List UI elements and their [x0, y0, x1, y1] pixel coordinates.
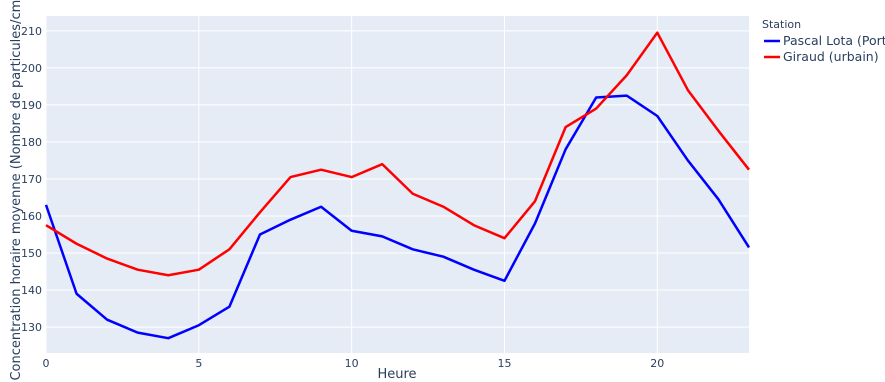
y-axis-ticks: 130 140 150 160 170 180 190 200 210	[21, 25, 42, 334]
y-tick-label: 160	[21, 210, 42, 223]
y-tick-label: 170	[21, 173, 42, 186]
y-tick-label: 180	[21, 136, 42, 149]
x-tick-label: 0	[43, 357, 50, 370]
plot-background	[46, 16, 749, 353]
x-tick-label: 20	[650, 357, 664, 370]
x-axis-title: Heure	[377, 367, 416, 382]
y-tick-label: 150	[21, 247, 42, 260]
y-tick-label: 130	[21, 321, 42, 334]
series-line-pascal-lota[interactable]	[44, 94, 751, 340]
legend-label-giraud: Giraud (urbain)	[783, 49, 879, 64]
y-tick-label: 140	[21, 284, 42, 297]
x-tick-label: 15	[497, 357, 511, 370]
x-tick-label: 5	[195, 357, 202, 370]
legend: Station Pascal Lota (Port) Giraud (urbai…	[762, 18, 885, 64]
y-tick-label: 210	[21, 25, 42, 38]
y-tick-label: 200	[21, 62, 42, 75]
y-axis-title: Concentration horaire moyenne (Nombre de…	[9, 0, 24, 381]
series-line-giraud[interactable]	[45, 31, 750, 277]
x-tick-label: 10	[345, 357, 359, 370]
legend-title: Station	[762, 18, 801, 31]
x-axis-ticks: 0 5 10 15 20	[43, 357, 665, 370]
series-layer	[44, 31, 751, 340]
y-tick-label: 190	[21, 99, 42, 112]
legend-item-pascal-lota[interactable]: Pascal Lota (Port)	[764, 33, 885, 48]
legend-label-pascal-lota: Pascal Lota (Port)	[783, 33, 885, 48]
legend-item-giraud[interactable]: Giraud (urbain)	[764, 49, 879, 64]
